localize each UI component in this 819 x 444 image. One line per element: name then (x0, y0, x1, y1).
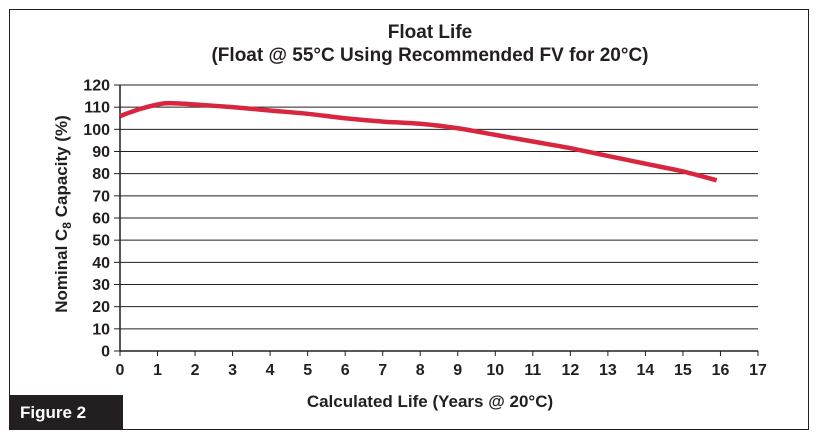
gridlines (114, 84, 759, 356)
y-tick-label-90: 90 (92, 144, 110, 161)
data-point-4 (268, 108, 272, 112)
x-axis-label: Calculated Life (Years @ 20°C) (307, 392, 553, 411)
x-tick-label-16: 16 (712, 362, 730, 379)
x-tick-label-1: 1 (153, 362, 162, 379)
y-tick-label-110: 110 (84, 100, 110, 117)
x-tick-label-9: 9 (453, 362, 462, 379)
y-tick-labels: 0 10 20 30 40 50 60 70 80 90 100 110 120 (83, 78, 110, 361)
chart-title: Float Life (388, 22, 472, 43)
y-axis-label-subscript: 8 (60, 222, 74, 229)
x-tick-label-4: 4 (266, 362, 275, 379)
data-point-7 (381, 120, 385, 124)
y-tick-label-60: 60 (92, 211, 110, 228)
y-tick-label-70: 70 (92, 188, 110, 205)
x-tick-label-15: 15 (674, 362, 692, 379)
data-point-15.9 (715, 178, 719, 182)
x-tick-label-10: 10 (486, 362, 504, 379)
data-point-1 (156, 103, 160, 107)
data-point-5 (306, 112, 310, 116)
data-point-8 (418, 122, 422, 126)
x-tick-label-2: 2 (191, 362, 200, 379)
data-point-6 (343, 116, 347, 120)
data-point-3 (231, 105, 235, 109)
chart-subtitle: (Float @ 55°C Using Recommended FV for 2… (211, 45, 648, 66)
x-tick-label-0: 0 (116, 362, 125, 379)
y-tick-label-30: 30 (92, 277, 110, 294)
data-point-12 (568, 146, 572, 150)
x-tick-label-8: 8 (416, 362, 425, 379)
y-tick-label-80: 80 (92, 166, 110, 183)
y-tick-label-50: 50 (92, 233, 110, 250)
figure-label: Figure 2 (9, 395, 123, 430)
y-axis-label-prefix: Nominal C (52, 229, 71, 313)
x-tick-label-5: 5 (303, 362, 312, 379)
y-tick-label-0: 0 (101, 344, 110, 361)
x-tick-label-14: 14 (637, 362, 655, 379)
data-point-10 (493, 133, 497, 137)
x-tick-label-13: 13 (599, 362, 617, 379)
data-point-11 (531, 140, 535, 144)
data-point-14 (643, 162, 647, 166)
data-point-2 (193, 103, 197, 107)
data-point-13 (606, 154, 610, 158)
y-axis-label: Nominal C8 Capacity (%) (52, 115, 74, 313)
x-tick-label-17: 17 (749, 362, 767, 379)
data-point-9 (456, 126, 460, 130)
y-axis-label-suffix: Capacity (%) (52, 115, 71, 222)
x-tick-label-7: 7 (378, 362, 387, 379)
data-point-1.3 (167, 101, 171, 105)
data-point-15 (681, 169, 685, 173)
y-tick-label-10: 10 (92, 321, 110, 338)
x-tick-label-11: 11 (524, 362, 541, 379)
x-tick-label-3: 3 (228, 362, 237, 379)
data-point-0 (118, 114, 122, 118)
y-tick-label-120: 120 (83, 78, 110, 95)
y-tick-label-40: 40 (92, 255, 110, 272)
data-point-0.5 (137, 107, 141, 111)
x-tick-label-12: 12 (561, 362, 579, 379)
series-line-float-life (119, 100, 718, 183)
x-tick-labels: 0 1 2 3 4 5 6 7 8 9 10 11 12 13 14 15 16 17 (116, 362, 767, 379)
series-group (118, 100, 719, 183)
y-tick-label-20: 20 (92, 299, 110, 316)
x-tick-label-6: 6 (341, 362, 350, 379)
axes (119, 85, 758, 352)
y-tick-label-100: 100 (83, 122, 110, 139)
figure-frame (9, 9, 809, 430)
